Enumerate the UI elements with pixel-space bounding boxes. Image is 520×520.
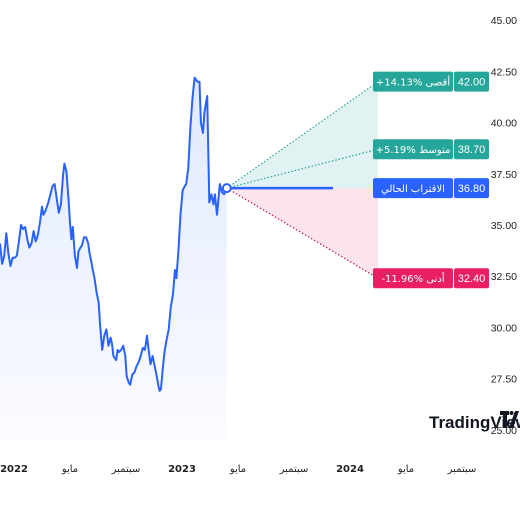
- label-current-value-box: [454, 178, 489, 199]
- price-line-group: [0, 76, 232, 392]
- label-high-box: [373, 71, 453, 92]
- label-avg: +5.19% متوسط 38.70: [373, 139, 489, 160]
- y-tick-label: 32.50: [491, 271, 517, 283]
- label-avg-text: +5.19% متوسط: [376, 145, 451, 156]
- forecast-labels: +14.13% أقصى 42.00 +5.19% متوسط 38.70 الاقتر…: [373, 71, 489, 289]
- x-tick-label: مايو: [229, 464, 246, 475]
- price-area-fill: [0, 77, 227, 440]
- price-area: [0, 77, 227, 440]
- label-current-value: 36.80: [458, 183, 486, 195]
- label-low-text: -11.96% أدنى: [381, 272, 444, 285]
- label-high-value: 42.00: [458, 77, 486, 89]
- x-tick-label: سبتمبر: [447, 464, 477, 475]
- y-tick-label: 42.50: [491, 66, 517, 78]
- y-tick-label: 37.50: [491, 169, 517, 181]
- forecast-zone: [226, 81, 379, 279]
- y-tick-label: 45.00: [491, 15, 517, 27]
- x-tick-label: مايو: [61, 464, 78, 475]
- tradingview-watermark: TradingView: [429, 411, 520, 432]
- price-line: [0, 76, 228, 392]
- forecast-downside-zone: [226, 188, 378, 279]
- x-axis: 2022 مايو سبتمبر 2023 مايو سبتمبر 2024 مايو سبتم…: [0, 464, 476, 475]
- label-current-text: الاقتراب الحالي: [381, 184, 445, 195]
- y-tick-label: 27.50: [491, 374, 517, 386]
- label-low: -11.96% أدنى 32.40: [373, 268, 489, 289]
- forecast-low-line: [226, 187, 379, 279]
- label-avg-box: [373, 139, 453, 160]
- label-low-value-box: [454, 268, 489, 289]
- y-tick-label: 35.00: [491, 220, 517, 232]
- x-tick-label: سبتمبر: [111, 464, 141, 475]
- label-current-box: [373, 178, 453, 199]
- forecast-avg-line: [226, 148, 379, 189]
- label-current: الاقتراب الحالي 36.80: [373, 178, 489, 199]
- label-high-text: +14.13% أقصى: [376, 76, 450, 89]
- x-tick-label: مايو: [397, 464, 414, 475]
- x-tick-label: 2024: [336, 464, 364, 475]
- tradingview-wordmark: TradingView: [429, 413, 520, 432]
- y-tick-label: 30.00: [491, 322, 517, 334]
- current-price-point: [221, 183, 232, 194]
- y-axis: 45.00 42.50 40.00 37.50 35.00 32.50 30.00 27.50…: [491, 15, 517, 437]
- y-tick-label: 40.00: [491, 118, 517, 130]
- label-avg-value-box: [454, 139, 489, 160]
- x-tick-label: سبتمبر: [279, 464, 309, 475]
- label-high: +14.13% أقصى 42.00: [373, 71, 489, 92]
- forecast-high-line: [226, 81, 379, 189]
- tradingview-logo-icon: [500, 411, 519, 428]
- label-high-value-box: [454, 71, 489, 92]
- x-tick-label: 2022: [0, 464, 28, 475]
- x-tick-label: 2023: [168, 464, 196, 475]
- label-low-box: [373, 268, 453, 289]
- label-avg-value: 38.70: [458, 144, 486, 156]
- label-low-value: 32.40: [458, 273, 486, 285]
